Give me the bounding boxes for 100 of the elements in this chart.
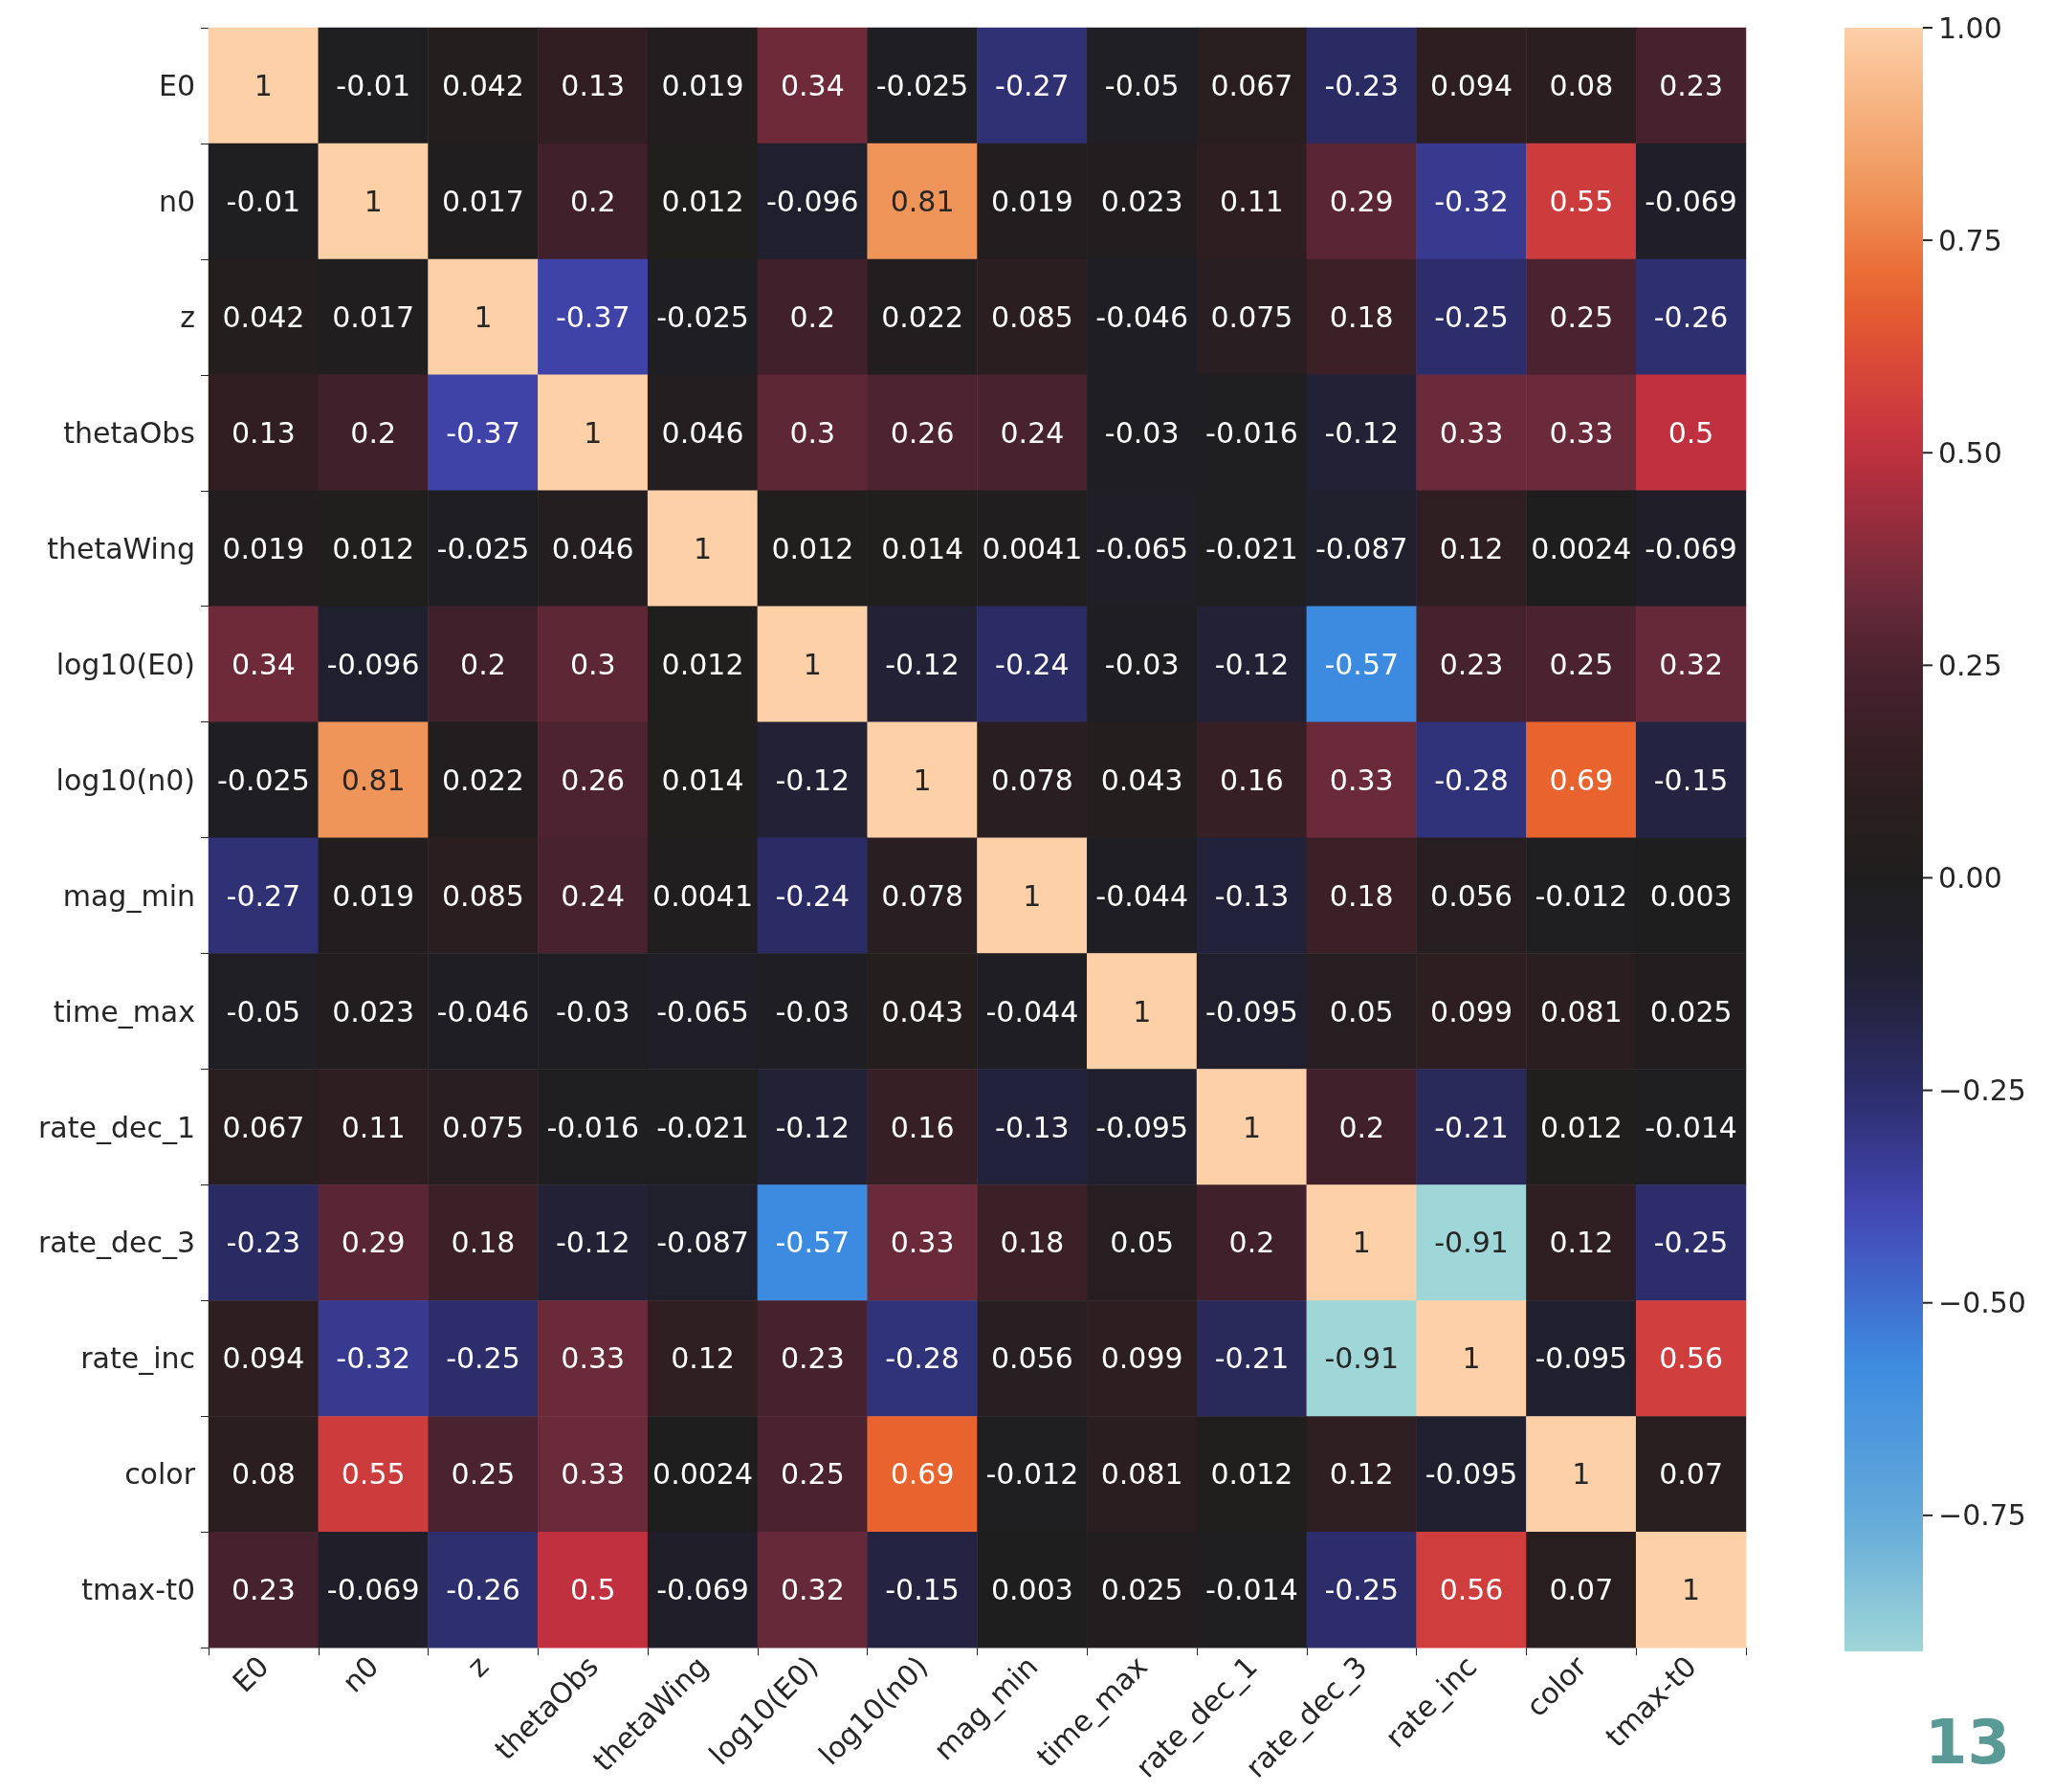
data-label: 0.32 xyxy=(780,1573,845,1607)
data-label: -0.014 xyxy=(1205,1573,1298,1607)
data-label: 0.099 xyxy=(1100,1341,1183,1376)
y-tick-label: color xyxy=(124,1457,196,1492)
data-label: -0.021 xyxy=(1205,531,1298,565)
data-label: -0.25 xyxy=(1324,1573,1400,1607)
data-label: 0.69 xyxy=(890,1457,955,1492)
data-label: 1 xyxy=(803,647,822,681)
data-label: 0.012 xyxy=(1539,1110,1623,1144)
data-label: -0.025 xyxy=(217,763,310,797)
data-label: -0.044 xyxy=(1095,878,1189,913)
data-label: 0.33 xyxy=(561,1341,626,1376)
data-label: -0.069 xyxy=(1645,184,1737,218)
data-label: 0.07 xyxy=(1549,1573,1614,1607)
data-label: 0.18 xyxy=(1329,878,1394,913)
y-tick-label: mag_min xyxy=(62,878,195,913)
data-label: 0.022 xyxy=(442,763,524,797)
data-label: 0.012 xyxy=(1210,1457,1293,1492)
data-label: 0.043 xyxy=(881,994,964,1029)
data-label: 0.025 xyxy=(1100,1573,1183,1607)
data-label: 0.16 xyxy=(1220,763,1284,797)
data-label: -0.021 xyxy=(656,1110,749,1144)
data-label: -0.095 xyxy=(1425,1457,1518,1492)
data-label: 0.3 xyxy=(569,647,616,681)
data-label: -0.26 xyxy=(446,1573,520,1607)
data-label: -0.065 xyxy=(656,994,749,1029)
data-label: 1 xyxy=(474,299,493,334)
data-label: 0.12 xyxy=(1549,1226,1614,1260)
data-label: 0.046 xyxy=(661,415,744,450)
data-label: 0.23 xyxy=(231,1573,296,1607)
data-label: 0.022 xyxy=(881,299,964,334)
data-label: -0.91 xyxy=(1434,1226,1509,1260)
data-label: 0.18 xyxy=(1329,299,1394,334)
color-bar-label: −0.25 xyxy=(1938,1073,2026,1108)
data-label: -0.012 xyxy=(985,1457,1079,1492)
data-label: -0.016 xyxy=(1205,415,1298,450)
data-label: 0.003 xyxy=(990,1573,1073,1607)
data-label: 0.017 xyxy=(332,299,415,334)
data-label: 0.5 xyxy=(569,1573,616,1607)
data-label: 0.26 xyxy=(890,415,955,450)
data-label: -0.096 xyxy=(765,184,859,218)
data-label: -0.01 xyxy=(336,68,410,102)
data-label: -0.27 xyxy=(995,68,1070,102)
data-label: -0.095 xyxy=(1535,1341,1628,1376)
data-label: -0.25 xyxy=(446,1341,520,1376)
data-label: -0.046 xyxy=(436,994,530,1029)
y-tick-label: log10(E0) xyxy=(55,647,195,681)
data-label: 1 xyxy=(693,531,713,565)
data-label: 0.2 xyxy=(350,415,397,450)
y-tick-label: rate_inc xyxy=(80,1341,195,1376)
data-label: 0.55 xyxy=(1549,184,1614,218)
data-label: -0.12 xyxy=(1324,415,1400,450)
data-label: 0.025 xyxy=(1649,994,1733,1029)
data-label: 0.056 xyxy=(1430,878,1513,913)
data-label: 0.18 xyxy=(1000,1226,1065,1260)
data-label: 1 xyxy=(1682,1573,1701,1607)
data-label: 1 xyxy=(1023,878,1042,913)
data-label: -0.24 xyxy=(995,647,1070,681)
data-label: 0.13 xyxy=(561,68,626,102)
data-label: 0.29 xyxy=(341,1226,406,1260)
data-label: 0.34 xyxy=(231,647,296,681)
data-label: 1 xyxy=(1352,1226,1371,1260)
y-tick-label: log10(n0) xyxy=(55,763,195,797)
y-tick-label: z xyxy=(180,299,195,334)
data-label: -0.069 xyxy=(1645,531,1737,565)
data-label: 0.23 xyxy=(1659,68,1724,102)
data-label: -0.044 xyxy=(985,994,1079,1029)
data-label: 0.0041 xyxy=(652,878,754,913)
data-label: -0.57 xyxy=(775,1226,850,1260)
data-label: 0.26 xyxy=(561,763,626,797)
data-label: 0.13 xyxy=(231,415,296,450)
data-label: 0.29 xyxy=(1329,184,1394,218)
data-label: 0.2 xyxy=(460,647,506,681)
data-label: 0.0024 xyxy=(1531,531,1632,565)
data-label: 0.019 xyxy=(332,878,415,913)
data-label: -0.21 xyxy=(1434,1110,1509,1144)
data-label: 0.017 xyxy=(442,184,524,218)
data-label: 0.07 xyxy=(1659,1457,1724,1492)
data-label: 1 xyxy=(1462,1341,1481,1376)
data-label: 0.085 xyxy=(442,878,524,913)
data-label: -0.23 xyxy=(226,1226,301,1260)
data-label: 0.24 xyxy=(561,878,626,913)
data-label: -0.025 xyxy=(656,299,749,334)
data-label: -0.27 xyxy=(226,878,301,913)
data-label: 0.2 xyxy=(1228,1226,1275,1260)
data-label: -0.095 xyxy=(1205,994,1298,1029)
data-label: 0.023 xyxy=(332,994,415,1029)
data-label: -0.025 xyxy=(436,531,530,565)
data-label: -0.016 xyxy=(546,1110,640,1144)
data-label: 0.023 xyxy=(1100,184,1183,218)
data-label: 0.25 xyxy=(780,1457,845,1492)
data-label: -0.13 xyxy=(1214,878,1290,913)
data-label: 0.043 xyxy=(1100,763,1183,797)
data-label: 0.34 xyxy=(780,68,845,102)
data-label: 1 xyxy=(254,68,273,102)
data-label: -0.13 xyxy=(995,1110,1070,1144)
data-label: -0.25 xyxy=(1653,1226,1729,1260)
data-label: 0.078 xyxy=(881,878,964,913)
data-label: 0.33 xyxy=(1329,763,1394,797)
data-label: -0.24 xyxy=(775,878,850,913)
